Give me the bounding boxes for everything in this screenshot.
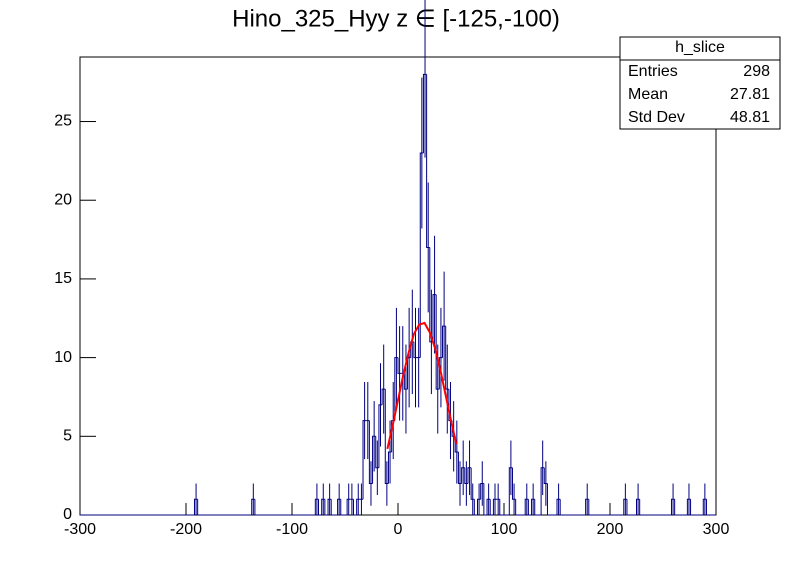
histogram-bin (318, 499, 322, 516)
stats-label: Entries (628, 63, 678, 80)
histogram-bin (636, 498, 640, 515)
histogram-bin (394, 357, 398, 421)
histogram-bin (372, 435, 376, 484)
histogram-bin (670, 498, 675, 515)
histogram-bin (384, 389, 389, 485)
histogram-bin (705, 499, 710, 516)
histogram-bin (426, 74, 430, 248)
histogram-bin (531, 498, 535, 515)
histogram-bin (511, 467, 516, 500)
x-tick-label: 0 (394, 521, 403, 538)
histogram-bin (508, 467, 513, 515)
histogram-bin (457, 452, 462, 485)
histogram-bin (375, 436, 379, 469)
histogram-bin (534, 499, 538, 516)
y-tick-label: 0 (63, 506, 72, 523)
histogram-bin (477, 498, 481, 515)
stats-box: h_slice Entries 298 Mean 27.81 Std Dev 4… (619, 36, 781, 130)
histogram-bin (352, 499, 357, 516)
histogram-bin (445, 326, 449, 390)
histogram-bin (556, 498, 561, 515)
histogram-bin (337, 498, 341, 515)
histogram-bin (559, 499, 564, 516)
y-tick-label: 10 (54, 349, 72, 366)
stats-value: 27.81 (730, 86, 770, 103)
histogram-bin (499, 499, 503, 516)
histogram-bin (413, 341, 418, 359)
histogram-bin (321, 498, 325, 515)
stats-title: h_slice (675, 39, 725, 56)
histogram-bin (346, 498, 351, 515)
x-tick-label: 300 (703, 521, 730, 538)
histogram-bin (588, 499, 592, 516)
histogram-bin (543, 467, 548, 485)
x-tick-label: 100 (491, 521, 518, 538)
histogram-bin (464, 467, 468, 485)
stats-value: 298 (743, 63, 770, 80)
histogram-bin (623, 498, 627, 515)
histogram-bin (251, 498, 255, 515)
histogram-bin (193, 498, 198, 515)
histogram-bin (639, 499, 643, 516)
histogram-bin (483, 483, 488, 516)
histogram-bin (674, 499, 678, 516)
histogram-bin (387, 451, 392, 484)
histogram-bin (362, 420, 367, 500)
histogram-bin (467, 467, 472, 484)
histogram-bin (686, 498, 691, 515)
histogram-bin (397, 357, 402, 374)
histogram-bin (527, 499, 532, 516)
histogram-bin (356, 498, 360, 515)
histogram-bin (489, 499, 494, 516)
histogram-bin (381, 388, 386, 405)
histogram-bin (690, 499, 694, 516)
histogram-bin (327, 498, 332, 515)
histogram-bin (254, 499, 259, 516)
chart-title: Hino_325_Hyy z ∈ [-125,-100) (232, 5, 560, 32)
histogram-bin (378, 404, 383, 468)
x-tick-label: -100 (276, 521, 308, 538)
histogram-bin (480, 483, 484, 500)
histogram-bin (340, 499, 344, 516)
stats-label: Mean (628, 86, 668, 103)
histogram-bin (626, 499, 631, 516)
histogram-bin (429, 247, 433, 343)
histogram-bin (473, 499, 478, 516)
histogram-bin (461, 467, 465, 484)
histogram-bin (435, 294, 440, 390)
fit-curve (386, 321, 458, 450)
histogram-bin (702, 498, 707, 515)
histogram-bin (330, 499, 335, 516)
histogram-bin (546, 483, 551, 516)
histogram-bin (419, 152, 424, 358)
histogram-bin (585, 498, 589, 515)
histogram-bin (422, 73, 427, 154)
histogram-bin (403, 373, 408, 390)
histogram-bin (432, 294, 437, 342)
histogram-bin (492, 498, 497, 515)
stats-value: 48.81 (730, 109, 770, 126)
x-tick-label: -200 (170, 521, 202, 538)
histogram-bin (324, 499, 329, 516)
histogram-bin (540, 467, 545, 515)
y-tick-label: 25 (54, 113, 72, 130)
histogram-bin (314, 498, 319, 515)
histogram-bin (486, 498, 491, 515)
histogram-bin (197, 499, 201, 516)
stats-frame (619, 36, 781, 130)
y-tick-label: 15 (54, 270, 72, 287)
histogram-bin (368, 420, 373, 485)
histogram-bin (438, 357, 443, 390)
x-tick-label: 200 (597, 521, 624, 538)
histogram-bin (470, 467, 475, 500)
y-tick-label: 5 (63, 428, 72, 445)
histogram-bin (515, 499, 519, 516)
stats-label: Std Dev (628, 109, 685, 126)
y-tick-label: 20 (54, 191, 72, 208)
histogram-bin (442, 325, 446, 358)
x-tick-label: -300 (64, 521, 96, 538)
histogram-bin (524, 498, 529, 515)
